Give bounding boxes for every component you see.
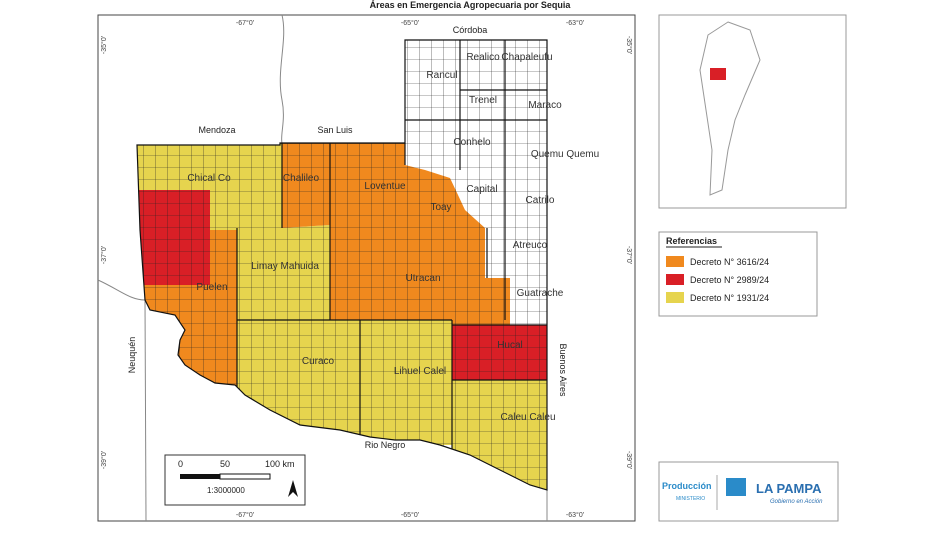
neighbor-label: Neuquén — [127, 337, 137, 374]
department-label: Caleu Caleu — [500, 412, 555, 423]
scale-label: 100 km — [265, 459, 295, 469]
graticule-label: -63°0' — [566, 19, 584, 27]
department-label: Quemu Quemu — [531, 149, 599, 160]
department-label: Maraco — [528, 100, 562, 111]
logo-ministry: Producción — [662, 481, 712, 491]
neighbor-label: Córdoba — [453, 25, 488, 35]
neighbor-label: Mendoza — [198, 125, 235, 135]
department-label: Capital — [466, 184, 497, 195]
department-label: Loventue — [364, 181, 406, 192]
inset-country — [699, 21, 761, 196]
graticule-label: -37°0' — [100, 246, 108, 264]
department-label: Limay Mahuida — [251, 261, 319, 272]
scale-bar — [180, 474, 220, 479]
department-label: Toay — [430, 202, 451, 213]
department-label: Trenel — [469, 95, 497, 106]
north-arrow — [288, 480, 298, 497]
graticule-label: -67°0' — [236, 19, 254, 27]
scale-bar — [219, 473, 271, 480]
legend-label: Decreto N° 3616/24 — [690, 257, 769, 267]
legend-swatch — [666, 292, 684, 303]
department-label: Curaco — [302, 356, 335, 367]
graticule-label: -39°0' — [625, 451, 633, 469]
graticule-label: -65°0' — [401, 511, 419, 519]
department-label: Utracan — [405, 273, 440, 284]
legend-swatch — [666, 256, 684, 267]
graticule-label: -65°0' — [401, 19, 419, 27]
neighbor-label: San Luis — [317, 125, 353, 135]
graticule-label: -39°0' — [100, 451, 108, 469]
department-label: Chical Co — [187, 173, 231, 184]
legend-label: Decreto N° 1931/24 — [690, 293, 769, 303]
department-label: Chapaleufu — [501, 52, 552, 63]
department-label: Puelen — [196, 282, 227, 293]
department-label: Realico — [466, 52, 500, 63]
logo-emblem — [726, 478, 746, 496]
logo-slogan: Gobierno en Acción — [770, 499, 823, 505]
legend-swatch — [666, 274, 684, 285]
logo-province: LA PAMPA — [756, 481, 822, 496]
neighbor-label: Rio Negro — [365, 440, 406, 450]
graticule-label: -35°0' — [100, 36, 108, 54]
graticule-label: -37°0' — [625, 246, 633, 264]
department-label: Atreuco — [513, 240, 548, 251]
legend-label: Decreto N° 2989/24 — [690, 275, 769, 285]
logo-box — [658, 461, 839, 522]
department-label: Chalileo — [283, 173, 320, 184]
scale-label: 0 — [178, 459, 183, 469]
inset-province — [710, 68, 726, 80]
neighbor-label: Buenos Aires — [558, 343, 568, 397]
department-label: Catrilo — [526, 195, 555, 206]
graticule-label: -35°0' — [625, 36, 633, 54]
department-label: Rancul — [426, 70, 457, 81]
department-label: Lihuel Calel — [394, 366, 446, 377]
graticule-label: -63°0' — [566, 511, 584, 519]
department-label: Guatrache — [517, 288, 564, 299]
legend — [658, 231, 818, 317]
scale-label: 50 — [220, 459, 230, 469]
logo-ministry-sub: MINISTERIO — [676, 496, 705, 502]
graticule-label: -67°0' — [236, 511, 254, 519]
province-outline — [136, 39, 548, 491]
department-label: Conhelo — [453, 137, 491, 148]
legend-title: Referencias — [666, 236, 717, 246]
map-title: Áreas en Emergencia Agropecuaria por Seq… — [370, 0, 572, 10]
scale-box — [164, 454, 306, 506]
scale-ratio: 1:3000000 — [207, 486, 245, 495]
department-label: Hucal — [497, 340, 523, 351]
